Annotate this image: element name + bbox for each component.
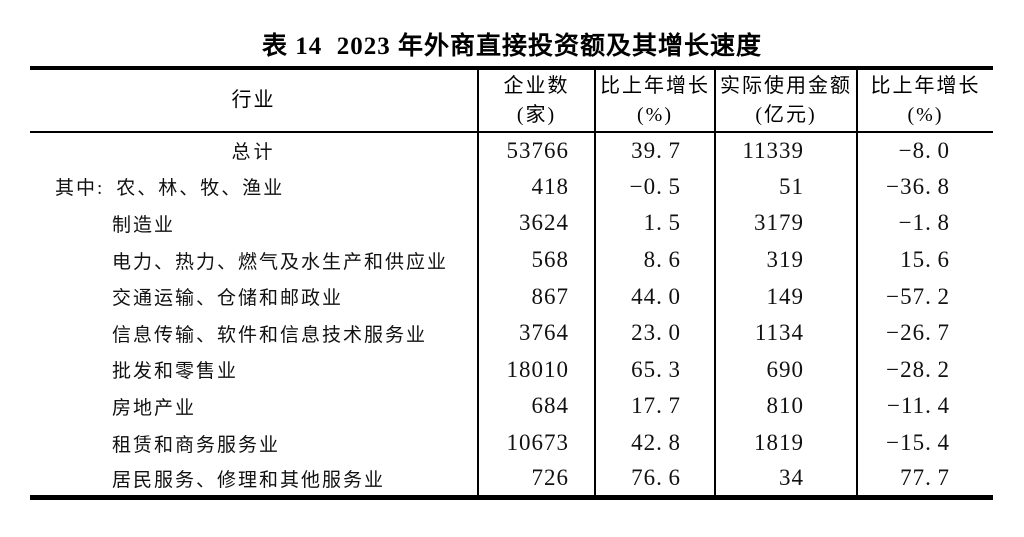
utilized-amount-cell: 1134 — [714, 314, 857, 352]
table-header: 行业 企业数 (家) 比上年增长 (%) 实际使用金额 (亿元) 比上年增长 (… — [30, 68, 993, 133]
growth-enterprises-cell: 44. 0 — [594, 278, 715, 315]
utilized-amount-cell: 34 — [714, 461, 857, 498]
growth-enterprises-cell: 65. 3 — [594, 351, 715, 389]
header-industry: 行业 — [30, 68, 478, 133]
table-row: 其中: 农、林、牧、渔业 418 −0. 5 51 −36. 8 — [30, 168, 993, 206]
industry-label: 农、林、牧、渔业 — [116, 178, 285, 200]
table-row: 房地产业 684 17. 7 810 −11. 4 — [30, 388, 993, 425]
industry-cell: 居民服务、修理和其他服务业 — [30, 461, 478, 498]
header-utilized-amount-unit: (亿元) — [755, 103, 817, 126]
growth-amount-cell: −8. 0 — [856, 132, 993, 169]
table-body: 总计 53766 39. 7 11339 −8. 0 其中: 农、林、牧、渔业 4… — [30, 132, 993, 498]
enterprise-count-cell: 684 — [477, 388, 595, 425]
growth-amount-cell: 15. 6 — [856, 241, 993, 279]
table-row: 批发和零售业 18010 65. 3 690 −28. 2 — [30, 351, 993, 389]
growth-amount-cell: −36. 8 — [856, 168, 993, 206]
industry-cell: 批发和零售业 — [30, 352, 478, 389]
enterprise-count-cell: 18010 — [477, 351, 595, 389]
row-prefix: 其中: — [55, 178, 105, 200]
header-growth-amount: 比上年增长 (%) — [856, 68, 993, 133]
industry-label: 信息传输、软件和信息技术服务业 — [112, 324, 428, 346]
table-row: 制造业 3624 1. 5 3179 −1. 8 — [30, 205, 993, 242]
growth-amount-cell: −28. 2 — [856, 351, 993, 389]
enterprise-count-cell: 3624 — [477, 205, 595, 242]
industry-label: 批发和零售业 — [112, 361, 239, 383]
utilized-amount-cell: 3179 — [714, 205, 857, 242]
industry-cell: 交通运输、仓储和邮政业 — [30, 278, 478, 315]
enterprise-count-cell: 10673 — [477, 424, 595, 462]
table-title: 表 14 2023 年外商直接投资额及其增长速度 — [261, 33, 762, 60]
header-growth-amount-label: 比上年增长 — [870, 74, 981, 97]
growth-amount-cell: 77. 7 — [856, 461, 993, 498]
industry-label: 房地产业 — [112, 397, 197, 419]
header-growth-enterprises-label: 比上年增长 — [600, 74, 710, 97]
growth-enterprises-cell: 42. 8 — [594, 424, 715, 462]
header-industry-label: 行业 — [231, 89, 276, 111]
growth-amount-cell: −15. 4 — [856, 424, 993, 462]
header-row: 行业 企业数 (家) 比上年增长 (%) 实际使用金额 (亿元) 比上年增长 (… — [30, 68, 993, 133]
growth-enterprises-cell: 17. 7 — [594, 388, 715, 425]
enterprise-count-cell: 53766 — [477, 132, 595, 169]
growth-enterprises-cell: −0. 5 — [594, 168, 715, 206]
utilized-amount-cell: 51 — [714, 168, 857, 206]
utilized-amount-cell: 810 — [714, 388, 857, 425]
industry-label: 总计 — [231, 142, 276, 164]
industry-label: 电力、热力、燃气及水生产和供应业 — [112, 251, 449, 273]
utilized-amount-cell: 690 — [714, 351, 857, 389]
utilized-amount-cell: 1819 — [714, 424, 857, 462]
industry-label: 交通运输、仓储和邮政业 — [112, 288, 344, 310]
growth-amount-cell: −26. 7 — [856, 314, 993, 352]
enterprise-count-cell: 418 — [477, 168, 595, 206]
industry-cell: 总计 — [30, 132, 478, 169]
industry-cell: 其中: 农、林、牧、渔业 — [30, 169, 478, 206]
growth-enterprises-cell: 23. 0 — [594, 314, 715, 352]
enterprise-count-cell: 726 — [477, 461, 595, 498]
industry-cell: 制造业 — [30, 205, 478, 242]
table-row: 居民服务、修理和其他服务业 726 76. 6 34 77. 7 — [30, 461, 993, 498]
header-growth-enterprises-unit: (%) — [637, 103, 673, 126]
header-enterprise-count-label: 企业数 — [503, 74, 570, 97]
table-row: 总计 53766 39. 7 11339 −8. 0 — [30, 132, 993, 169]
industry-cell: 信息传输、软件和信息技术服务业 — [30, 315, 478, 352]
growth-enterprises-cell: 76. 6 — [594, 461, 715, 498]
industry-cell: 电力、热力、燃气及水生产和供应业 — [30, 242, 478, 279]
utilized-amount-cell: 149 — [714, 278, 857, 315]
enterprise-count-cell: 867 — [477, 278, 595, 315]
header-enterprise-count: 企业数 (家) — [477, 68, 595, 133]
growth-enterprises-cell: 8. 6 — [594, 241, 715, 279]
enterprise-count-cell: 568 — [477, 241, 595, 279]
industry-label: 租赁和商务服务业 — [112, 434, 281, 456]
industry-cell: 租赁和商务服务业 — [30, 425, 478, 462]
industry-label: 制造业 — [112, 214, 176, 236]
fdi-table: 行业 企业数 (家) 比上年增长 (%) 实际使用金额 (亿元) 比上年增长 (… — [30, 66, 993, 501]
growth-amount-cell: −1. 8 — [856, 205, 993, 242]
industry-cell: 房地产业 — [30, 388, 478, 425]
growth-amount-cell: −11. 4 — [856, 388, 993, 425]
table-row: 交通运输、仓储和邮政业 867 44. 0 149 −57. 2 — [30, 278, 993, 315]
header-growth-enterprises: 比上年增长 (%) — [594, 68, 715, 133]
table-row: 租赁和商务服务业 10673 42. 8 1819 −15. 4 — [30, 424, 993, 462]
header-utilized-amount: 实际使用金额 (亿元) — [714, 68, 857, 133]
growth-enterprises-cell: 39. 7 — [594, 132, 715, 169]
enterprise-count-cell: 3764 — [477, 314, 595, 352]
header-growth-amount-unit: (%) — [907, 103, 944, 126]
header-enterprise-count-unit: (家) — [516, 103, 557, 126]
growth-enterprises-cell: 1. 5 — [594, 205, 715, 242]
utilized-amount-cell: 11339 — [714, 132, 857, 169]
table-row: 信息传输、软件和信息技术服务业 3764 23. 0 1134 −26. 7 — [30, 314, 993, 352]
header-utilized-amount-label: 实际使用金额 — [720, 74, 852, 97]
table-row: 电力、热力、燃气及水生产和供应业 568 8. 6 319 15. 6 — [30, 241, 993, 279]
utilized-amount-cell: 319 — [714, 241, 857, 279]
industry-label: 居民服务、修理和其他服务业 — [112, 469, 386, 491]
growth-amount-cell: −57. 2 — [856, 278, 993, 315]
